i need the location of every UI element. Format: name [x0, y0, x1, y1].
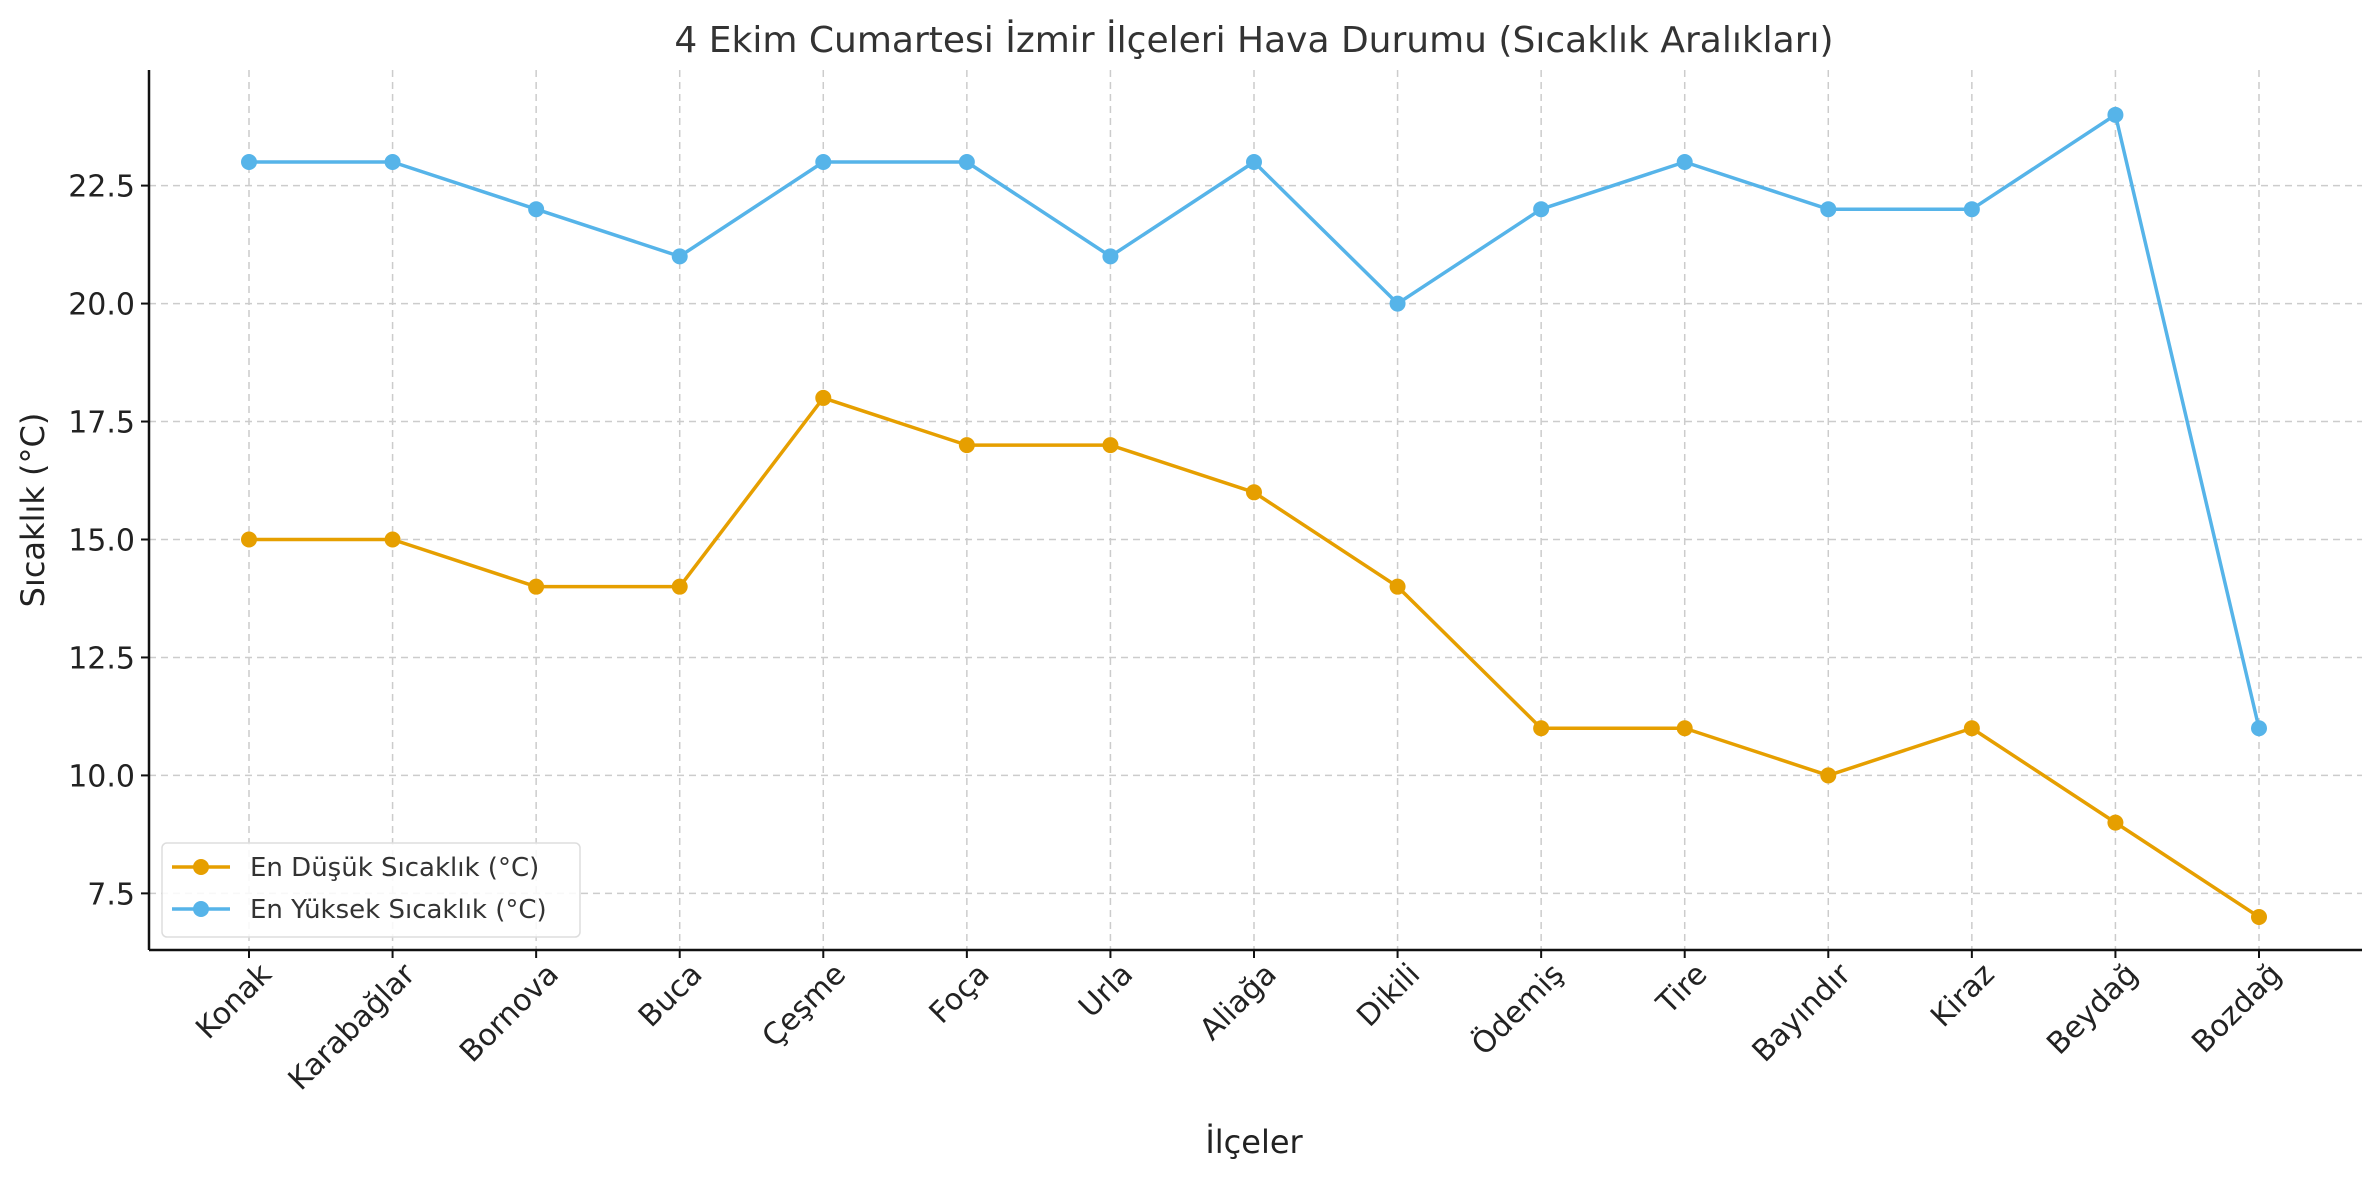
x-tick-label: Ödemiş — [1465, 956, 1571, 1062]
x-tick-label: Foça — [923, 957, 997, 1031]
legend-marker-high — [193, 901, 209, 917]
y-tick-label: 17.5 — [68, 406, 135, 441]
data-point — [958, 154, 975, 171]
data-point — [384, 154, 401, 171]
y-tick-label: 20.0 — [68, 288, 135, 323]
x-tick-label: Konak — [189, 956, 279, 1046]
x-tick-label: Beydağ — [2040, 957, 2145, 1062]
series-0 — [241, 389, 2267, 925]
data-point — [1246, 484, 1262, 501]
x-tick-label: Urla — [1072, 957, 1140, 1025]
data-point — [815, 389, 832, 406]
data-point — [2107, 106, 2124, 123]
data-point — [1963, 201, 1980, 218]
data-point — [1676, 154, 1693, 171]
data-point — [1533, 720, 1550, 737]
x-tick-label: Kiraz — [1924, 957, 2001, 1034]
data-point — [2107, 814, 2124, 831]
grid-lines — [149, 70, 2362, 950]
data-point — [2251, 720, 2267, 737]
y-ticks: 7.5 10.0 12.5 15.0 17.5 20.0 22.5 — [68, 170, 149, 912]
x-tick-label: Dikili — [1350, 957, 1427, 1034]
axes — [147, 70, 2362, 952]
data-point — [815, 154, 832, 171]
data-point — [1389, 295, 1406, 312]
data-point — [1389, 578, 1406, 595]
data-point — [1533, 201, 1550, 218]
data-point — [1246, 154, 1262, 171]
x-tick-label: Bayındır — [1746, 956, 1859, 1069]
data-point — [671, 578, 688, 595]
data-point — [1676, 720, 1693, 737]
x-axis-label: İlçeler — [1205, 1123, 1303, 1161]
legend: En Düşük Sıcaklık (°C) En Yüksek Sıcaklı… — [161, 842, 581, 938]
data-point — [241, 531, 257, 548]
data-point — [241, 154, 257, 171]
y-tick-label: 22.5 — [68, 170, 135, 205]
data-point — [958, 437, 975, 454]
series-1 — [241, 106, 2267, 737]
y-axis-label: Sıcaklık (°C) — [14, 413, 52, 608]
data-point — [671, 248, 688, 265]
data-point — [1963, 720, 1980, 737]
data-point — [2251, 908, 2267, 925]
x-tick-label: Aliağa — [1193, 957, 1284, 1048]
y-tick-label: 12.5 — [68, 641, 135, 676]
legend-marker-low — [193, 859, 209, 875]
chart-title: 4 Ekim Cumartesi İzmir İlçeleri Hava Dur… — [674, 19, 1833, 61]
data-point — [384, 531, 401, 548]
y-tick-label: 15.0 — [68, 523, 135, 558]
legend-label-high: En Yüksek Sıcaklık (°C) — [250, 895, 547, 925]
data-point — [1102, 248, 1119, 265]
data-point — [1820, 201, 1837, 218]
x-tick-label: Çeşme — [756, 957, 853, 1054]
legend-box — [161, 842, 581, 938]
data-point — [1102, 437, 1119, 454]
data-point — [528, 201, 545, 218]
x-tick-label: Bornova — [453, 957, 566, 1070]
x-tick-label: Tire — [1649, 957, 1714, 1022]
x-tick-label: Karabağlar — [282, 956, 423, 1097]
data-point — [1820, 767, 1837, 784]
y-tick-label: 7.5 — [87, 877, 135, 912]
legend-label-low: En Düşük Sıcaklık (°C) — [250, 853, 539, 883]
x-tick-label: Bozdağ — [2185, 957, 2288, 1060]
y-tick-label: 10.0 — [68, 759, 135, 794]
data-point — [528, 578, 545, 595]
x-tick-label: Buca — [632, 957, 709, 1034]
series — [241, 106, 2267, 925]
x-ticks: Konak Karabağlar Bornova Buca Çeşme Foça Urla A… — [189, 950, 2289, 1097]
